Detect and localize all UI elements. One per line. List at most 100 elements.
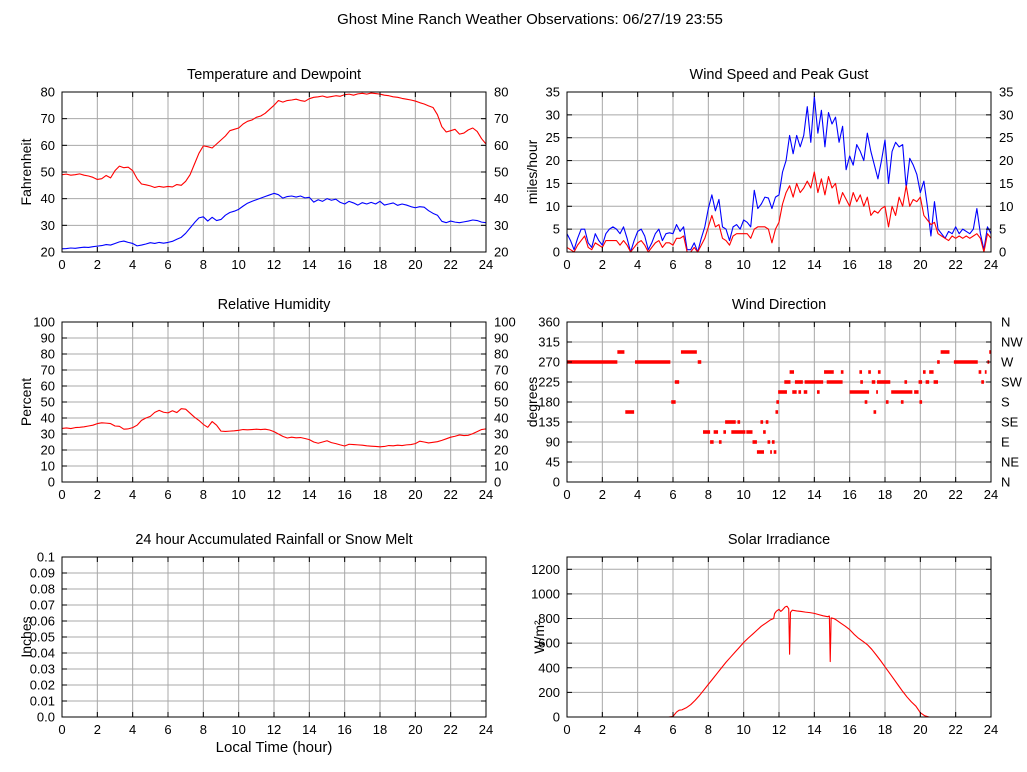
chart-title: 24 hour Accumulated Rainfall or Snow Mel…: [135, 532, 412, 548]
tick-label: 270: [538, 355, 560, 370]
tick-label: 20: [494, 245, 508, 260]
tick-label: 24: [984, 487, 998, 502]
temperature-line: [61, 92, 487, 189]
tick-label: 80: [494, 85, 508, 100]
tick-label: 800: [538, 611, 560, 626]
tick-label: 14: [302, 722, 316, 737]
tick-label: 10: [546, 199, 560, 214]
tick-label: 24: [984, 722, 998, 737]
tick-label: 70: [494, 111, 508, 126]
tick-label: 10: [231, 722, 245, 737]
tick-label: 6: [164, 722, 171, 737]
tick-label: NW: [1001, 335, 1023, 350]
tick-label: W: [1001, 355, 1014, 370]
tick-label: 20: [408, 722, 422, 737]
tick-label: 20: [408, 257, 422, 272]
tick-label: 70: [494, 363, 508, 378]
tick-label: 10: [231, 257, 245, 272]
tick-label: 0.09: [30, 566, 55, 581]
tick-label: 25: [999, 130, 1013, 145]
tick-label: 90: [494, 331, 508, 346]
tick-label: 2: [94, 257, 101, 272]
tick-label: 24: [479, 257, 493, 272]
tick-label: 20: [913, 257, 927, 272]
tick-label: 18: [373, 722, 387, 737]
tick-label: 16: [842, 487, 856, 502]
tick-label: 0: [563, 722, 570, 737]
tick-label: 60: [494, 379, 508, 394]
tick-label: 4: [634, 487, 641, 502]
tick-label: 180: [538, 395, 560, 410]
tick-label: 8: [705, 722, 712, 737]
tick-label: 20: [913, 487, 927, 502]
tick-label: 40: [494, 411, 508, 426]
tick-label: 18: [878, 487, 892, 502]
tick-label: 16: [337, 257, 351, 272]
tick-label: 0: [553, 475, 560, 490]
tick-label: 18: [373, 487, 387, 502]
tick-label: 0.05: [30, 630, 55, 645]
tick-label: N: [1001, 475, 1010, 490]
tick-label: 4: [634, 722, 641, 737]
tick-label: 0.08: [30, 582, 55, 597]
tick-label: 0: [999, 245, 1006, 260]
tick-label: 315: [538, 335, 560, 350]
plot-area: 0 2 4 6 8 10 12 14 16 18 20 22 240.00.010.020.030.04…: [30, 550, 494, 738]
tick-label: 22: [443, 487, 457, 502]
tick-label: 14: [302, 257, 316, 272]
tick-label: 20: [408, 487, 422, 502]
tick-label: 10: [999, 199, 1013, 214]
tick-label: 0: [563, 487, 570, 502]
tick-label: 30: [999, 107, 1013, 122]
tick-label: N: [1001, 315, 1010, 330]
tick-label: 40: [494, 191, 508, 206]
tick-label: 18: [878, 722, 892, 737]
peak-gust-line: [566, 96, 992, 253]
tick-label: 400: [538, 660, 560, 675]
tick-label: 22: [948, 487, 962, 502]
tick-label: 30: [41, 427, 55, 442]
tick-label: 2: [94, 487, 101, 502]
tick-label: 0.07: [30, 598, 55, 613]
tick-label: 50: [41, 395, 55, 410]
chart-title: Relative Humidity: [218, 297, 332, 313]
tick-label: 24: [984, 257, 998, 272]
tick-label: 0.01: [30, 694, 55, 709]
tick-label: 0: [553, 245, 560, 260]
tick-label: 16: [842, 722, 856, 737]
tick-label: 8: [705, 257, 712, 272]
tick-label: 24: [479, 722, 493, 737]
y-axis-label: Inches: [18, 616, 34, 657]
tick-label: 200: [538, 685, 560, 700]
wind-speed-line: [566, 171, 992, 253]
tick-label: 35: [546, 85, 560, 100]
tick-label: 22: [948, 257, 962, 272]
tick-label: E: [1001, 435, 1010, 450]
tick-label: S: [1001, 395, 1010, 410]
tick-label: 16: [842, 257, 856, 272]
tick-label: 15: [546, 176, 560, 191]
tick-label: 20: [546, 153, 560, 168]
tick-label: 100: [33, 315, 55, 330]
tick-label: 100: [494, 315, 516, 330]
tick-label: 0: [58, 257, 65, 272]
tick-label: 22: [443, 257, 457, 272]
tick-label: 80: [41, 85, 55, 100]
tick-label: 60: [494, 138, 508, 153]
tick-label: 30: [41, 218, 55, 233]
tick-label: 30: [494, 218, 508, 233]
tick-label: 40: [41, 191, 55, 206]
y-axis-label: degrees: [524, 377, 540, 428]
tick-label: 135: [538, 415, 560, 430]
tick-label: 16: [337, 722, 351, 737]
y-axis-label: Fahrenheit: [18, 138, 34, 205]
tick-label: 50: [494, 395, 508, 410]
tick-label: 4: [129, 257, 136, 272]
plot-area: 0 2 4 6 8 10 12 14 16 18 20 22 240200400600800100012…: [531, 556, 998, 737]
tick-label: 2: [94, 722, 101, 737]
tick-label: NE: [1001, 455, 1019, 470]
